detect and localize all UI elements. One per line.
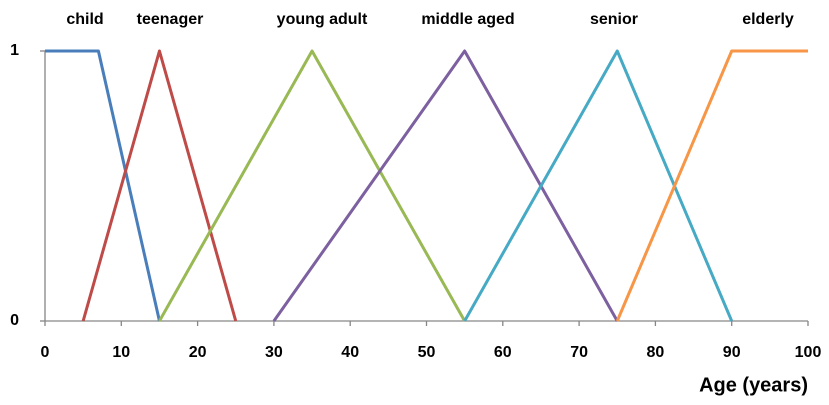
series-label: middle aged [421,11,514,28]
series-label: child [66,11,103,28]
x-tick-label: 60 [494,344,512,361]
x-tick-label: 80 [647,344,665,361]
x-tick-label: 70 [570,344,588,361]
series-line [615,49,808,322]
x-axis-title: Age (years) [699,374,808,396]
series-line [158,49,466,322]
x-tick-label: 50 [418,344,436,361]
series-label: elderly [742,11,794,28]
x-tick-label: 90 [723,344,741,361]
x-tick-label: 20 [189,344,207,361]
y-tick-label: 0 [10,312,19,329]
series-label: teenager [137,11,204,28]
x-tick-label: 100 [795,344,822,361]
x-tick-label: 0 [41,344,50,361]
series-label: young adult [277,11,368,28]
x-tick-label: 10 [112,344,130,361]
x-tick-label: 30 [265,344,283,361]
x-tick-label: 40 [341,344,359,361]
y-tick-label: 1 [10,42,19,59]
series-label: senior [590,11,638,28]
series-line [45,49,161,322]
series-line [463,49,734,322]
series-line [272,49,619,322]
